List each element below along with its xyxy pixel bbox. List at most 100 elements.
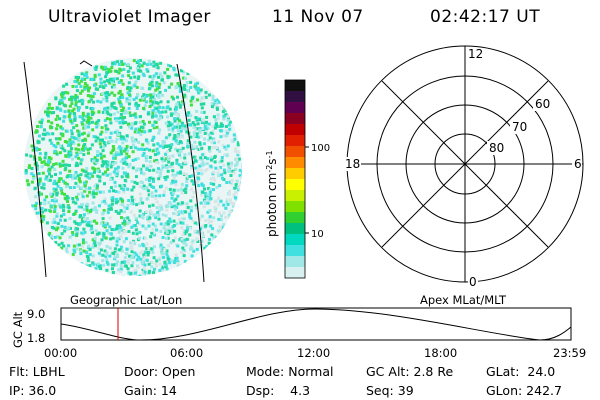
emission-pixel bbox=[53, 210, 57, 213]
emission-pixel bbox=[189, 103, 193, 107]
emission-pixel bbox=[88, 253, 92, 256]
emission-pixel bbox=[50, 106, 54, 110]
emission-pixel bbox=[81, 195, 85, 199]
emission-pixel bbox=[129, 201, 133, 205]
emission-pixel bbox=[186, 144, 189, 148]
emission-pixel bbox=[176, 262, 180, 265]
emission-pixel bbox=[71, 233, 75, 237]
emission-pixel bbox=[119, 79, 123, 83]
emission-pixel bbox=[131, 261, 135, 265]
emission-pixel bbox=[85, 254, 89, 258]
emission-pixel bbox=[83, 183, 87, 187]
emission-pixel bbox=[25, 153, 29, 157]
emission-pixel bbox=[109, 186, 113, 190]
emission-pixel bbox=[71, 84, 75, 88]
emission-pixel bbox=[167, 120, 171, 124]
emission-pixel bbox=[146, 189, 150, 193]
emission-pixel bbox=[83, 77, 87, 81]
emission-pixel bbox=[38, 179, 42, 183]
emission-pixel bbox=[232, 193, 236, 197]
emission-pixel bbox=[154, 114, 158, 118]
emission-pixel bbox=[187, 111, 191, 115]
emission-pixel bbox=[218, 225, 222, 229]
emission-pixel bbox=[168, 187, 172, 191]
emission-pixel bbox=[80, 79, 83, 83]
emission-pixel bbox=[72, 126, 76, 130]
color-band bbox=[285, 201, 305, 213]
emission-pixel bbox=[65, 194, 69, 198]
emission-pixel bbox=[145, 242, 149, 246]
emission-pixel bbox=[124, 237, 128, 241]
emission-pixel bbox=[167, 229, 171, 233]
emission-pixel bbox=[138, 209, 142, 213]
emission-pixel bbox=[232, 133, 236, 137]
emission-pixel bbox=[134, 121, 138, 125]
emission-pixel bbox=[196, 122, 200, 126]
emission-pixel bbox=[93, 241, 97, 245]
emission-pixel bbox=[116, 110, 120, 114]
emission-pixel bbox=[74, 94, 78, 97]
lat-label-70: 70 bbox=[512, 120, 527, 134]
emission-pixel bbox=[162, 193, 166, 197]
emission-pixel bbox=[96, 136, 100, 140]
emission-pixel bbox=[45, 175, 49, 179]
emission-pixel bbox=[54, 162, 58, 166]
emission-pixel bbox=[158, 144, 162, 148]
emission-pixel bbox=[195, 169, 199, 173]
emission-pixel bbox=[60, 101, 64, 105]
emission-pixel bbox=[74, 209, 78, 213]
emission-pixel bbox=[162, 263, 166, 267]
emission-pixel bbox=[40, 214, 43, 218]
emission-pixel bbox=[53, 199, 57, 203]
emission-pixel bbox=[74, 137, 78, 141]
emission-pixel bbox=[182, 229, 186, 233]
emission-pixel bbox=[176, 129, 180, 133]
emission-pixel bbox=[59, 125, 63, 129]
emission-pixel bbox=[204, 90, 208, 94]
emission-pixel bbox=[141, 250, 144, 254]
emission-pixel bbox=[105, 260, 109, 264]
emission-pixel bbox=[56, 222, 60, 226]
emission-pixel bbox=[125, 111, 129, 115]
emission-pixel bbox=[53, 179, 57, 183]
emission-pixel bbox=[53, 203, 56, 207]
emission-pixel bbox=[205, 162, 209, 166]
emission-pixel bbox=[122, 184, 126, 187]
emission-pixel bbox=[59, 108, 63, 112]
emission-pixel bbox=[170, 82, 174, 86]
emission-pixel bbox=[137, 140, 141, 144]
emission-pixel bbox=[119, 135, 123, 139]
emission-pixel bbox=[90, 113, 94, 116]
emission-pixel bbox=[130, 188, 134, 192]
emission-pixel bbox=[227, 193, 231, 196]
emission-pixel bbox=[113, 85, 117, 89]
emission-pixel bbox=[110, 66, 114, 69]
emission-pixel bbox=[99, 267, 103, 270]
color-band bbox=[285, 256, 305, 268]
emission-pixel bbox=[192, 155, 196, 159]
emission-pixel bbox=[200, 111, 204, 114]
emission-pixel bbox=[172, 191, 176, 195]
emission-pixel bbox=[114, 209, 118, 213]
emission-pixel bbox=[148, 209, 152, 213]
emission-pixel bbox=[155, 87, 159, 91]
emission-pixel bbox=[135, 182, 139, 185]
emission-pixel bbox=[198, 118, 201, 122]
emission-pixel bbox=[95, 120, 99, 124]
emission-pixel bbox=[225, 198, 229, 202]
emission-pixel bbox=[102, 86, 106, 89]
emission-pixel bbox=[183, 127, 187, 131]
emission-pixel bbox=[167, 128, 171, 132]
emission-pixel bbox=[59, 171, 62, 175]
emission-pixel bbox=[56, 235, 60, 238]
emission-pixel bbox=[175, 222, 179, 226]
emission-pixel bbox=[135, 203, 139, 207]
polar-grid: 12 18 6 0 60 70 80 bbox=[343, 45, 584, 289]
emission-pixel bbox=[174, 173, 178, 177]
lat-label-80: 80 bbox=[489, 141, 504, 155]
emission-pixel bbox=[177, 101, 181, 105]
emission-pixel bbox=[193, 145, 197, 149]
emission-pixel bbox=[117, 248, 121, 252]
emission-pixel bbox=[176, 202, 180, 206]
emission-pixel bbox=[85, 84, 89, 88]
